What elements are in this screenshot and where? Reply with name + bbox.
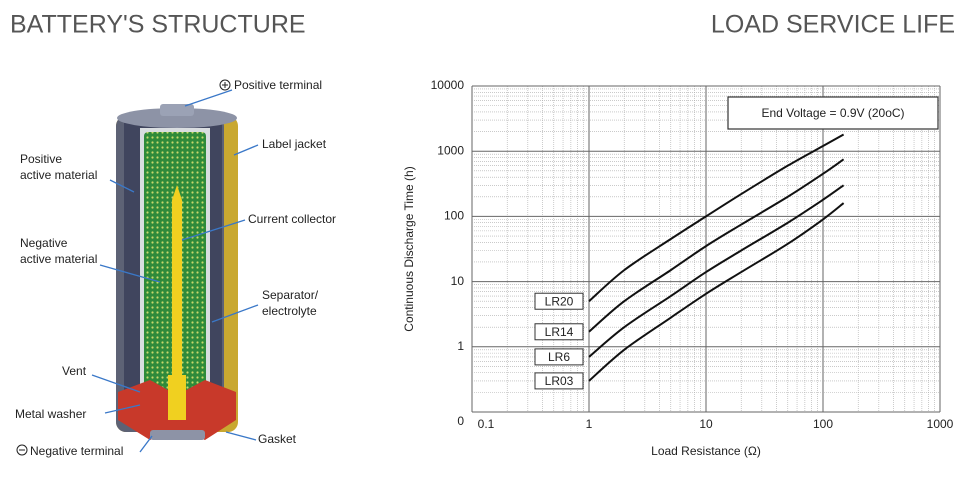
part-label: Current collector: [248, 212, 336, 226]
series-label: LR6: [548, 350, 570, 364]
part-label: Label jacket: [262, 137, 327, 151]
annotation-box: [727, 96, 939, 130]
x-tick-label: 10: [699, 417, 713, 431]
battery: [116, 104, 238, 440]
part-label: active material: [20, 252, 97, 266]
chart-title: LOAD SERVICE LIFE: [711, 11, 955, 39]
series-label-box: [534, 292, 584, 310]
x-tick-label: 1: [586, 417, 593, 431]
series-line: [588, 158, 845, 333]
series-label-box: [534, 372, 584, 390]
part-label: Separator/: [262, 288, 319, 302]
diagram-title: BATTERY'S STRUCTURE: [10, 11, 306, 39]
leader-lines: [16, 79, 259, 456]
annotation: End Voltage = 0.9V (20oC): [761, 106, 904, 120]
y-tick-label: 1: [457, 339, 464, 353]
part-label: Vent: [62, 364, 87, 378]
series-line: [588, 202, 845, 382]
y-axis-label: Continuous Discharge Time (h): [402, 166, 416, 331]
part-label: Positive terminal: [234, 78, 322, 92]
part-label: active material: [20, 168, 97, 182]
y-tick-label: 0: [457, 414, 464, 428]
grid: [471, 85, 941, 413]
y-tick-label: 10: [451, 274, 465, 288]
y-tick-label: 100: [444, 209, 464, 223]
x-tick-label: 100: [813, 417, 833, 431]
part-label: Negative terminal: [30, 444, 123, 458]
series-label: LR20: [545, 294, 574, 308]
series-label: LR14: [545, 325, 574, 339]
y-tick-label: 1000: [437, 143, 464, 157]
x-axis-label: Load Resistance (Ω): [651, 444, 761, 458]
series-line: [588, 133, 845, 302]
part-label: electrolyte: [262, 304, 317, 318]
part-label: Positive: [20, 152, 62, 166]
x-tick-label: 1000: [927, 417, 954, 431]
series-label: LR03: [545, 374, 574, 388]
part-label: Negative: [20, 236, 68, 250]
part-label: Gasket: [258, 432, 297, 446]
y-tick-label: 10000: [431, 78, 465, 92]
series-label-box: [534, 348, 584, 366]
series-label-box: [534, 323, 584, 341]
series-line: [588, 184, 845, 358]
part-label: Metal washer: [15, 407, 86, 421]
x-tick-label: 0.1: [478, 417, 495, 431]
